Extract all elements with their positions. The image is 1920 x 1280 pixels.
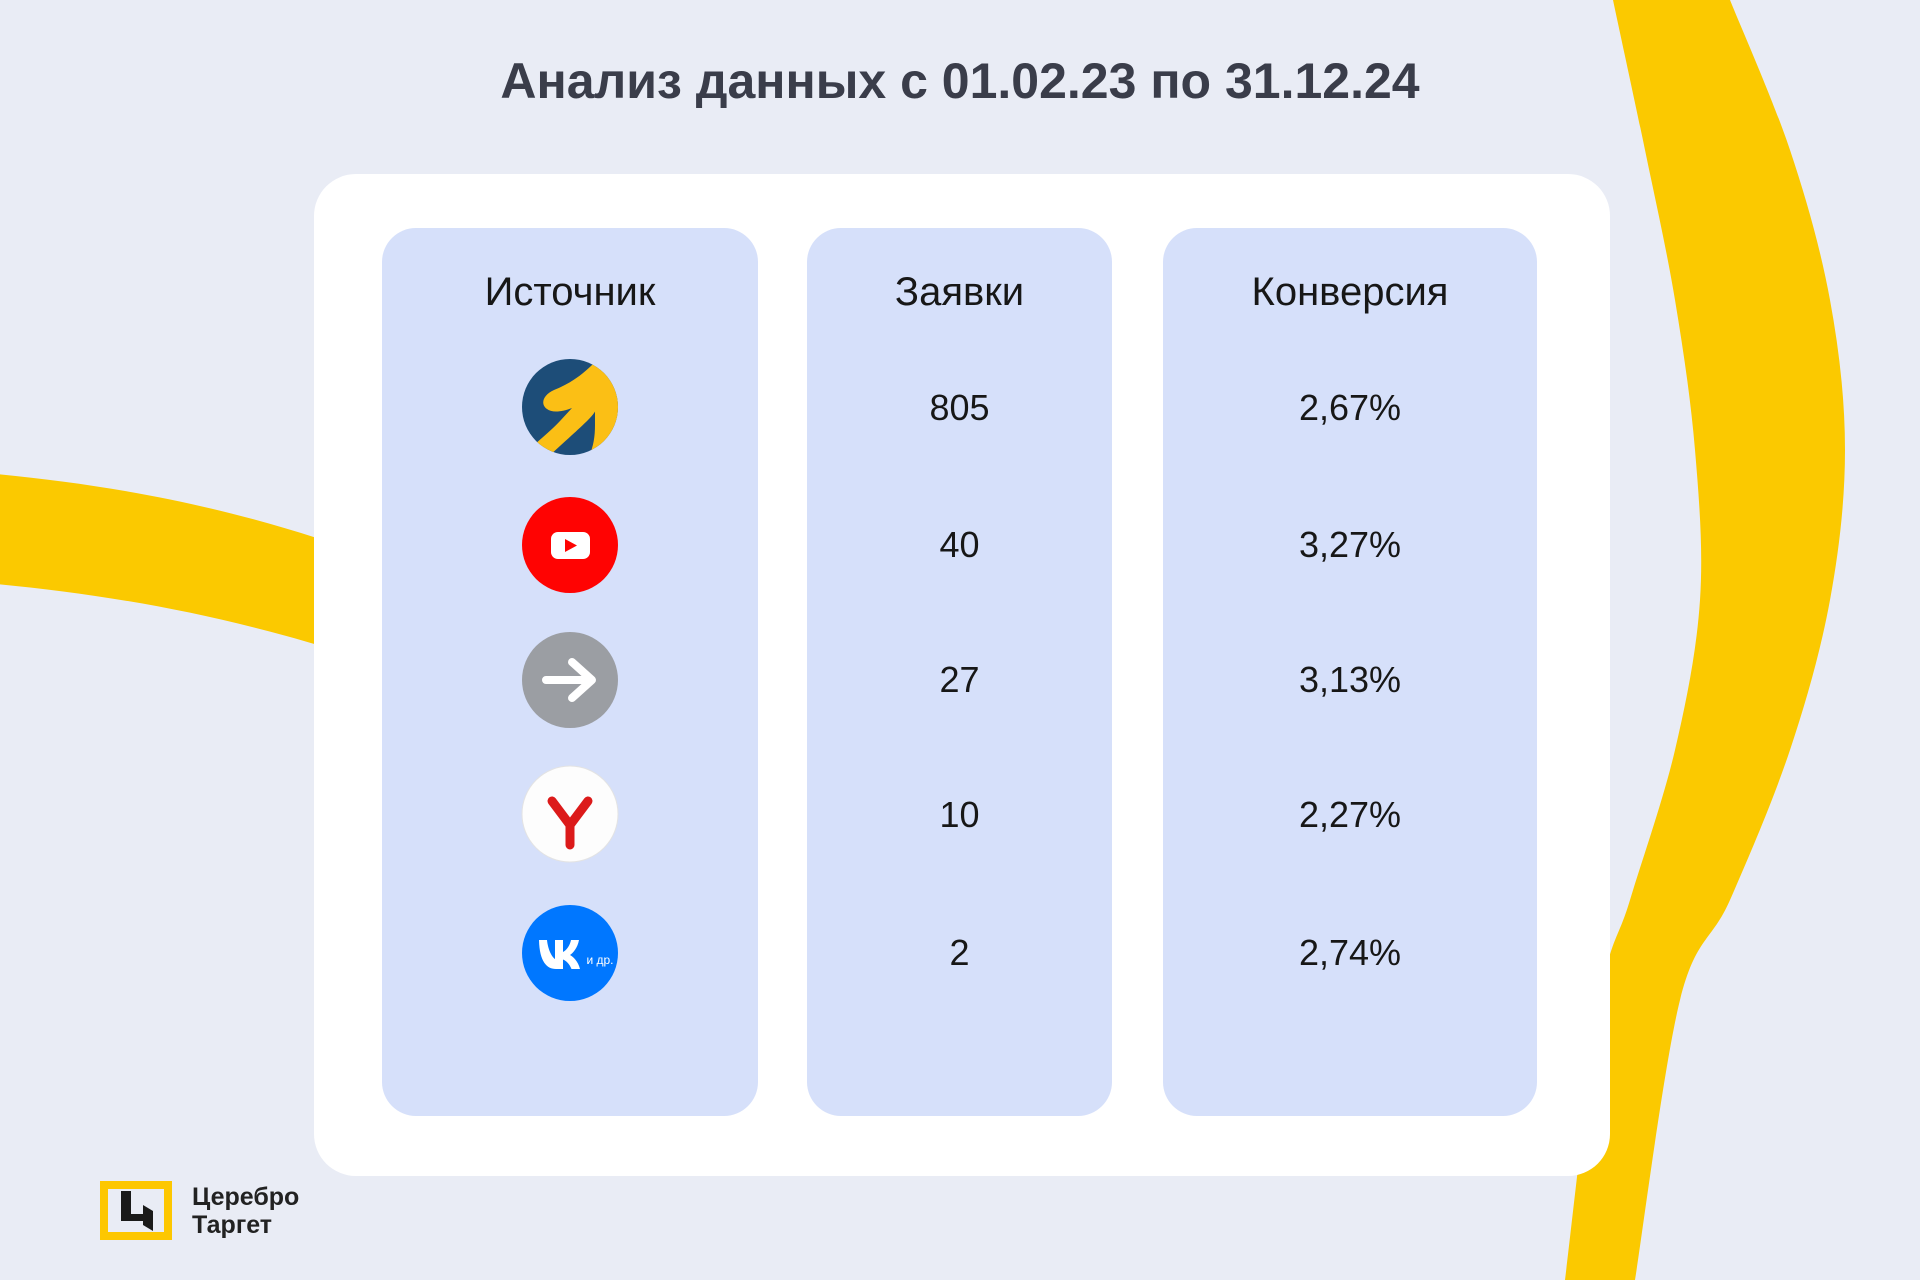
svg-text:и др.: и др. xyxy=(586,953,613,967)
